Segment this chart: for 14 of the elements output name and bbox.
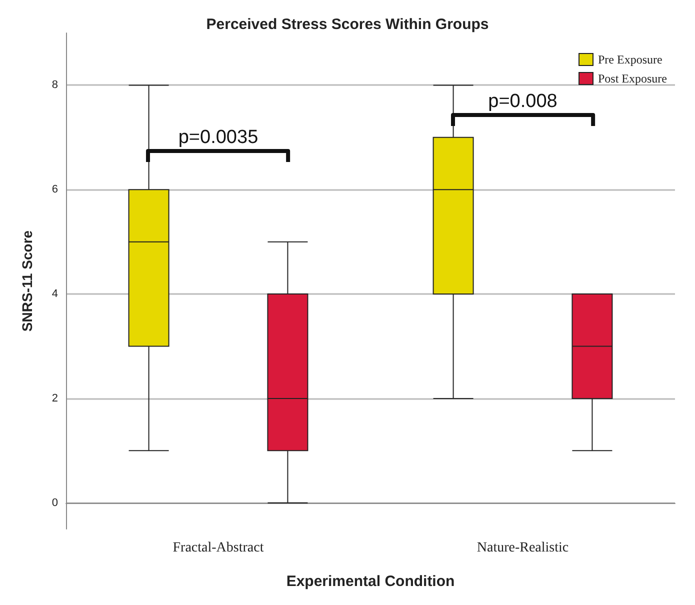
annotation: p=0.008 bbox=[488, 91, 558, 112]
legend-label: Post Exposure bbox=[598, 72, 667, 86]
y-tick-label: 6 bbox=[52, 184, 58, 196]
annotation: p=0.0035 bbox=[178, 127, 258, 148]
legend-label: Pre Exposure bbox=[598, 52, 662, 66]
y-tick-label: 4 bbox=[52, 288, 58, 300]
chart-title: Perceived Stress Scores Within Groups bbox=[206, 16, 489, 33]
y-tick-label: 0 bbox=[52, 496, 58, 509]
x-tick-label: Nature-Realistic bbox=[476, 540, 569, 556]
y-tick-label: 2 bbox=[52, 392, 58, 404]
y-tick-label: 8 bbox=[52, 79, 58, 92]
x-tick-label: Fractal-Abstract bbox=[172, 540, 264, 556]
x-axis-title: Experimental Condition bbox=[286, 573, 455, 590]
y-axis-title: SNRS-11 Score bbox=[19, 230, 35, 332]
